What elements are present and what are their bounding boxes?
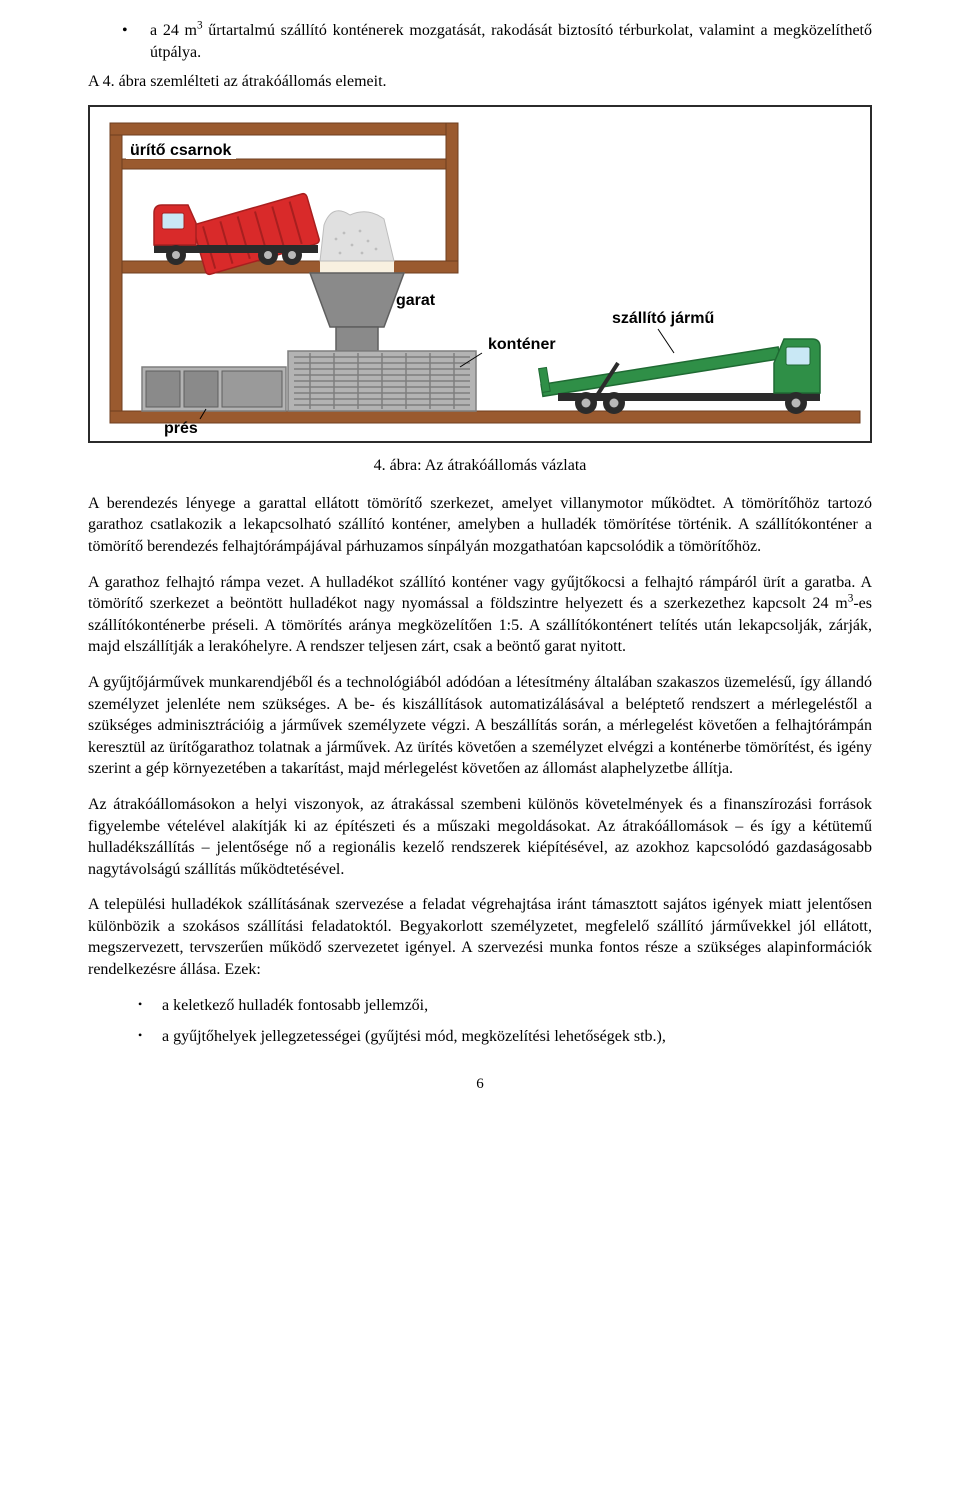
para2-pre: A garathoz felhajtó rámpa vezet. A hulla… — [88, 574, 872, 613]
figure-label-kontener: konténer — [488, 336, 556, 353]
figure-atrakoallomas: ürítő csarnok garat konténer prés szállí… — [88, 105, 872, 443]
paragraph-1: A berendezés lényege a garattal ellátott… — [88, 493, 872, 558]
figure-caption: 4. ábra: Az átrakóállomás vázlata — [88, 457, 872, 475]
figure-label-garat: garat — [396, 292, 436, 309]
paragraph-4: Az átrakóállomásokon a helyi viszonyok, … — [88, 794, 872, 880]
bullet-item-top: a 24 m3 űrtartalmú szállító konténerek m… — [88, 20, 872, 63]
figure-label-szallito: szállító jármű — [612, 310, 714, 327]
intro-line: A 4. ábra szemlélteti az átrakóállomás e… — [88, 71, 872, 93]
bullet-item-a: a keletkező hulladék fontosabb jellemzői… — [88, 995, 872, 1017]
page-number: 6 — [88, 1076, 872, 1093]
bullet-top-pre: a 24 m — [150, 22, 197, 39]
bullet-item-b: a gyűjtőhelyek jellegzetességei (gyűjtés… — [88, 1026, 872, 1048]
paragraph-5: A települési hulladékok szállításának sz… — [88, 894, 872, 980]
figure-label-pres: prés — [164, 420, 198, 437]
figure-label-urito: ürítő csarnok — [130, 142, 231, 159]
paragraph-3: A gyűjtőjárművek munkarendjéből és a tec… — [88, 672, 872, 780]
bullet-top-post: űrtartalmú szállító konténerek mozgatásá… — [150, 22, 872, 61]
paragraph-2: A garathoz felhajtó rámpa vezet. A hulla… — [88, 572, 872, 658]
